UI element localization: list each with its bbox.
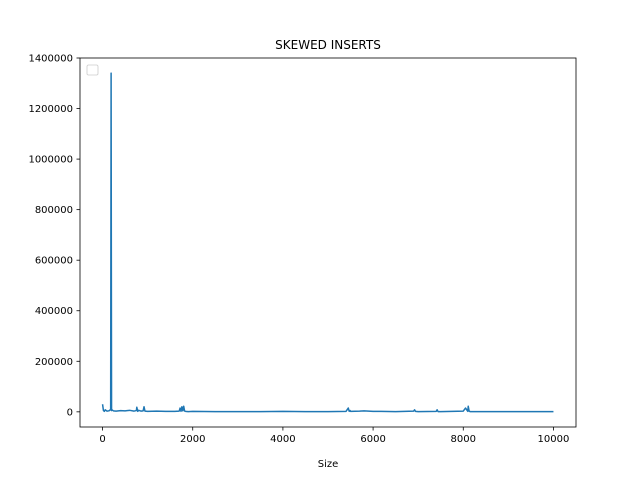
y-tick-label: 1400000 [28,54,73,65]
y-tick-label: 200000 [35,357,73,368]
x-tick-label: 2000 [180,434,205,445]
y-tick-label: 1200000 [28,104,73,115]
x-tick-label: 4000 [270,434,295,445]
y-tick-label: 800000 [35,205,73,216]
y-tick-label: 0 [67,407,73,418]
x-axis-label: Size [318,459,339,470]
y-axis: 0 200000 400000 600000 800000 1000000 1200000 1… [28,54,80,418]
x-axis: 0 2000 4000 6000 8000 10000 [99,427,569,445]
x-tick-label: 6000 [360,434,385,445]
chart-title: SKEWED INSERTS [275,38,381,52]
x-tick-label: 8000 [451,434,476,445]
x-tick-label: 10000 [538,434,570,445]
x-tick-label: 0 [99,434,105,445]
plot-frame [79,57,577,428]
y-tick-label: 400000 [35,306,73,317]
series-line [101,72,554,413]
y-tick-label: 600000 [35,256,73,267]
y-tick-label: 1000000 [28,155,73,166]
legend-box [86,64,99,76]
